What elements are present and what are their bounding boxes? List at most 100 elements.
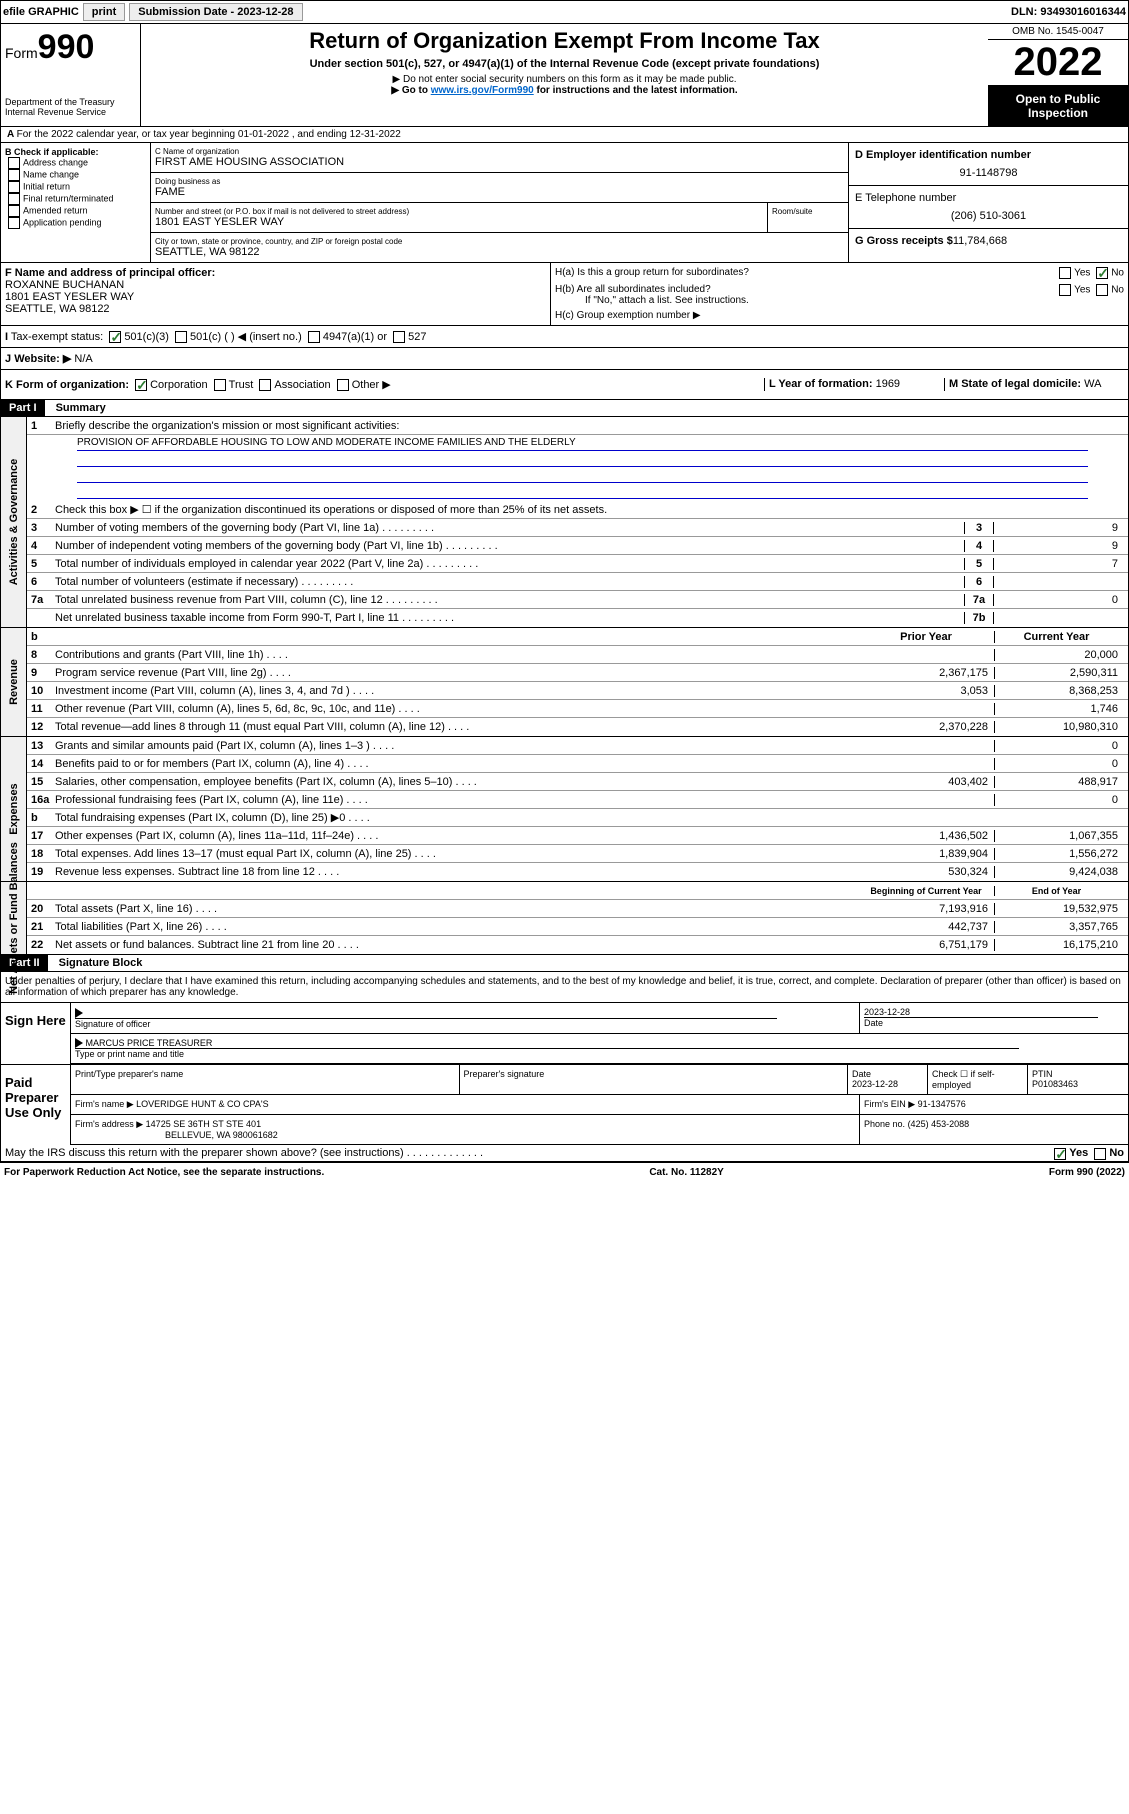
data-line: 21Total liabilities (Part X, line 26) . …	[27, 918, 1128, 936]
part1-header: Part I Summary	[0, 400, 1129, 417]
tax-year: 2022	[988, 40, 1128, 86]
omb-number: OMB No. 1545-0047	[988, 24, 1128, 40]
data-line: 22Net assets or fund balances. Subtract …	[27, 936, 1128, 954]
officer-name: ROXANNE BUCHANAN	[5, 279, 546, 291]
form-header: Form990 Department of the Treasury Inter…	[0, 24, 1129, 127]
gov-line: Net unrelated business taxable income fr…	[27, 609, 1128, 627]
firm-ein: 91-1347576	[918, 1099, 966, 1109]
ck-initial-return[interactable]	[8, 181, 20, 193]
data-line: 20Total assets (Part X, line 16) . . . .…	[27, 900, 1128, 918]
ck-corporation[interactable]	[135, 379, 147, 391]
gov-line: 5Total number of individuals employed in…	[27, 555, 1128, 573]
efile-label: efile GRAPHIC	[3, 6, 79, 18]
dba-name: FAME	[155, 186, 844, 198]
form-subtitle: Under section 501(c), 527, or 4947(a)(1)…	[145, 58, 984, 70]
ck-501c3[interactable]	[109, 331, 121, 343]
form-title: Return of Organization Exempt From Incom…	[145, 28, 984, 54]
data-line: 10Investment income (Part VIII, column (…	[27, 682, 1128, 700]
row-i: I Tax-exempt status: 501(c)(3) 501(c) ( …	[0, 326, 1129, 348]
sign-here-label: Sign Here	[1, 1003, 71, 1064]
firm-addr1: 14725 SE 36TH ST STE 401	[146, 1119, 261, 1129]
gross-receipts: 11,784,668	[953, 235, 1007, 247]
gov-line: 7aTotal unrelated business revenue from …	[27, 591, 1128, 609]
row-a-period: A For the 2022 calendar year, or tax yea…	[0, 127, 1129, 143]
state-domicile: WA	[1084, 378, 1101, 390]
dln-label: DLN: 93493016016344	[1011, 6, 1126, 18]
street-address: 1801 EAST YESLER WAY	[155, 216, 763, 228]
data-line: 19Revenue less expenses. Subtract line 1…	[27, 863, 1128, 881]
gov-line: 4Number of independent voting members of…	[27, 537, 1128, 555]
paid-preparer-label: Paid Preparer Use Only	[1, 1065, 71, 1145]
section-revenue: Revenue bPrior YearCurrent Year 8Contrib…	[0, 628, 1129, 737]
col-b-checkboxes: B Check if applicable: Address change Na…	[1, 143, 151, 262]
data-line: 15Salaries, other compensation, employee…	[27, 773, 1128, 791]
firm-addr2: BELLEVUE, WA 980061682	[165, 1130, 278, 1140]
col-c-org: C Name of organization FIRST AME HOUSING…	[151, 143, 848, 262]
data-line: 12Total revenue—add lines 8 through 11 (…	[27, 718, 1128, 736]
data-line: bTotal fundraising expenses (Part IX, co…	[27, 809, 1128, 827]
ck-other[interactable]	[337, 379, 349, 391]
sign-date: 2023-12-28	[864, 1007, 910, 1017]
ck-name-change[interactable]	[8, 169, 20, 181]
discuss-row: May the IRS discuss this return with the…	[1, 1145, 1128, 1162]
data-line: 11Other revenue (Part VIII, column (A), …	[27, 700, 1128, 718]
top-toolbar: efile GRAPHIC print Submission Date - 20…	[0, 0, 1129, 24]
city-state-zip: SEATTLE, WA 98122	[155, 246, 844, 258]
irs-link[interactable]: www.irs.gov/Form990	[431, 85, 534, 96]
firm-phone: (425) 453-2088	[908, 1119, 970, 1129]
name-arrow-icon	[75, 1038, 83, 1048]
prep-date: 2023-12-28	[852, 1079, 898, 1089]
signature-section: Under penalties of perjury, I declare th…	[0, 972, 1129, 1163]
ck-501c[interactable]	[175, 331, 187, 343]
data-line: 9Program service revenue (Part VIII, lin…	[27, 664, 1128, 682]
ck-amended[interactable]	[8, 205, 20, 217]
row-k: K Form of organization: Corporation Trus…	[0, 370, 1129, 400]
form-number: 990	[38, 28, 95, 66]
form-word: Form	[5, 45, 38, 61]
section-netassets: Net Assets or Fund Balances Beginning of…	[0, 882, 1129, 955]
col-de: D Employer identification number 91-1148…	[848, 143, 1128, 262]
perjury-declaration: Under penalties of perjury, I declare th…	[1, 972, 1128, 1002]
ptin: P01083463	[1032, 1079, 1078, 1089]
discuss-yes[interactable]	[1054, 1148, 1066, 1160]
print-button[interactable]: print	[83, 3, 125, 21]
open-inspection: Open to Public Inspection	[988, 86, 1128, 126]
telephone: (206) 510-3061	[855, 210, 1122, 222]
form-note2: ▶ Go to www.irs.gov/Form990 for instruct…	[145, 85, 984, 96]
org-name: FIRST AME HOUSING ASSOCIATION	[155, 156, 844, 168]
ck-4947[interactable]	[308, 331, 320, 343]
year-formation: 1969	[876, 378, 900, 390]
ck-app-pending[interactable]	[8, 217, 20, 229]
data-line: 17Other expenses (Part IX, column (A), l…	[27, 827, 1128, 845]
officer-signed: MARCUS PRICE TREASURER	[86, 1038, 213, 1048]
website: N/A	[74, 353, 92, 365]
row-fh: F Name and address of principal officer:…	[0, 263, 1129, 326]
section-governance: Activities & Governance 1Briefly describ…	[0, 417, 1129, 628]
page-footer: For Paperwork Reduction Act Notice, see …	[0, 1163, 1129, 1182]
row-j: J Website: ▶ N/A	[0, 348, 1129, 370]
data-line: 16aProfessional fundraising fees (Part I…	[27, 791, 1128, 809]
ck-527[interactable]	[393, 331, 405, 343]
data-line: 13Grants and similar amounts paid (Part …	[27, 737, 1128, 755]
ck-address-change[interactable]	[8, 157, 20, 169]
firm-name: LOVERIDGE HUNT & CO CPA'S	[136, 1099, 268, 1109]
ein: 91-1148798	[855, 167, 1122, 179]
form-note1: ▶ Do not enter social security numbers o…	[145, 74, 984, 85]
data-line: 8Contributions and grants (Part VIII, li…	[27, 646, 1128, 664]
submission-date-button[interactable]: Submission Date - 2023-12-28	[129, 3, 302, 21]
ck-final-return[interactable]	[8, 193, 20, 205]
ha-no[interactable]	[1096, 267, 1108, 279]
mission-text: PROVISION OF AFFORDABLE HOUSING TO LOW A…	[77, 437, 1088, 451]
hb-yes[interactable]	[1059, 284, 1071, 296]
sig-arrow-icon	[75, 1008, 83, 1018]
row-bc: B Check if applicable: Address change Na…	[0, 143, 1129, 263]
data-line: 14Benefits paid to or for members (Part …	[27, 755, 1128, 773]
ck-association[interactable]	[259, 379, 271, 391]
ha-yes[interactable]	[1059, 267, 1071, 279]
hb-no[interactable]	[1096, 284, 1108, 296]
dept-label: Department of the Treasury Internal Reve…	[5, 97, 136, 117]
part2-header: Part II Signature Block	[0, 955, 1129, 972]
gov-line: 6Total number of volunteers (estimate if…	[27, 573, 1128, 591]
ck-trust[interactable]	[214, 379, 226, 391]
discuss-no[interactable]	[1094, 1148, 1106, 1160]
